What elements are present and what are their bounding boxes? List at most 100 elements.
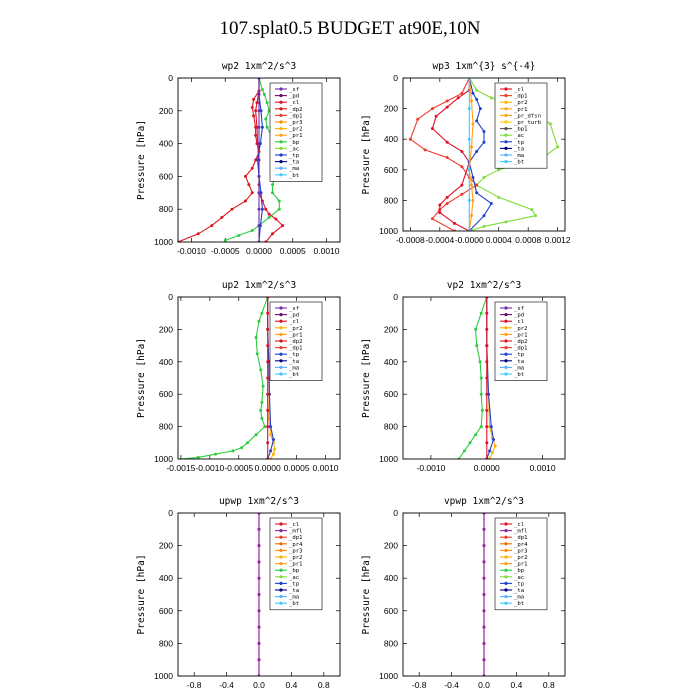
legend-label: _tp <box>514 352 525 358</box>
y-tick-label: 200 <box>384 324 398 334</box>
legend-label: _pr2 <box>289 326 302 332</box>
legend-marker <box>279 372 283 376</box>
chart-title: upwp 1xm^2/s^3 <box>219 496 299 507</box>
data-point <box>254 336 258 339</box>
x-tick-label: 0.0010 <box>530 463 556 473</box>
x-tick-label: 0.0005 <box>284 463 310 473</box>
y-axis-label: Pressure [hPa] <box>136 338 147 418</box>
data-point <box>497 168 501 172</box>
legend-marker <box>504 100 508 104</box>
data-point <box>244 174 247 178</box>
legend-marker <box>504 107 508 111</box>
data-point <box>471 122 475 126</box>
legend-box <box>269 82 323 182</box>
x-tick-label: 0.0010 <box>313 463 339 473</box>
y-tick-label: 800 <box>384 638 398 648</box>
legend-label: _sf <box>289 306 299 312</box>
data-point <box>548 122 552 126</box>
legend-marker <box>279 127 283 131</box>
data-point <box>247 183 251 187</box>
data-point <box>257 92 261 96</box>
data-point <box>469 145 473 149</box>
data-point <box>556 145 560 149</box>
y-tick-label: 1000 <box>154 237 173 247</box>
x-tick-label: -0.0005 <box>224 463 253 473</box>
data-point <box>489 201 493 205</box>
data-point <box>438 203 442 207</box>
data-point <box>266 376 270 380</box>
legend-marker <box>504 160 508 164</box>
legend-label: _bt <box>514 372 524 378</box>
data-point <box>475 149 479 153</box>
data-point <box>257 319 261 323</box>
data-point <box>257 207 261 211</box>
legend-label: _tp <box>289 352 300 358</box>
x-tick-label: -0.0015 <box>166 463 195 473</box>
legend-label: _bp <box>289 568 300 574</box>
data-point <box>489 425 493 429</box>
chart-panel-5: upwp 1xm^2/s^3 Pressure [hPa] 0 200 400 600 80… <box>136 496 341 690</box>
legend-label: _bp <box>289 140 300 146</box>
y-axis-label: Pressure [hPa] <box>136 554 147 634</box>
data-point <box>260 417 264 420</box>
data-point <box>485 360 489 364</box>
legend-label: _dp2 <box>289 107 302 113</box>
data-point <box>254 433 258 437</box>
data-point <box>250 106 254 110</box>
legend-label: _tp <box>289 153 300 159</box>
y-axis-label: Pressure [hPa] <box>136 120 147 200</box>
data-point <box>475 97 479 101</box>
legend-marker <box>279 107 283 111</box>
data-point <box>273 447 277 451</box>
legend-marker <box>279 133 283 137</box>
legend-label: _ta <box>289 359 299 365</box>
data-point <box>467 198 471 202</box>
data-point <box>482 625 486 629</box>
data-point <box>456 96 460 100</box>
data-point <box>445 201 449 205</box>
legend-marker <box>504 601 508 605</box>
legend-marker <box>504 548 508 553</box>
legend-label: _ac <box>514 575 524 581</box>
data-point <box>210 224 214 228</box>
legend-label: _dp1 <box>514 346 527 352</box>
x-tick-label: 0.0 <box>253 680 265 690</box>
data-point <box>462 449 466 453</box>
legend-marker <box>504 120 508 124</box>
legend-marker <box>279 160 283 164</box>
data-point <box>265 125 269 129</box>
data-point <box>266 425 270 429</box>
data-point <box>482 224 486 228</box>
data-point <box>445 140 449 144</box>
y-axis-label: Pressure [hPa] <box>361 114 372 194</box>
data-point <box>260 311 264 315</box>
data-point <box>489 96 493 100</box>
x-tick-label: 0.0000 <box>246 246 272 256</box>
data-point <box>467 137 471 141</box>
y-tick-label: 200 <box>159 106 173 116</box>
legend-label: _ac <box>289 575 299 581</box>
legend-label: _pr2 <box>514 555 527 561</box>
y-tick-label: 0 <box>168 292 173 302</box>
legend-label: _dp1 <box>514 94 527 100</box>
data-point <box>430 107 434 111</box>
x-tick-label: -0.0010 <box>417 463 446 473</box>
legend-label: _pd <box>289 94 299 100</box>
y-tick-label: 0 <box>168 73 173 83</box>
legend-marker <box>504 313 508 317</box>
legend-label: _pr_turb <box>514 120 542 126</box>
data-point <box>257 158 261 162</box>
x-tick-label: 0.8 <box>543 680 555 690</box>
y-tick-label: 1000 <box>154 454 173 464</box>
legend-label: _sf <box>514 306 524 312</box>
data-point <box>469 214 473 218</box>
data-point <box>259 408 263 412</box>
chart-title: wp3 1xm^{3} s^{-4} <box>433 61 536 72</box>
legend-marker <box>504 346 508 350</box>
data-point <box>257 191 261 195</box>
y-tick-label: 400 <box>159 573 173 583</box>
data-point <box>269 425 273 429</box>
x-tick-label: 0.0005 <box>280 246 306 256</box>
data-point <box>493 444 497 448</box>
legend-marker <box>279 146 283 150</box>
